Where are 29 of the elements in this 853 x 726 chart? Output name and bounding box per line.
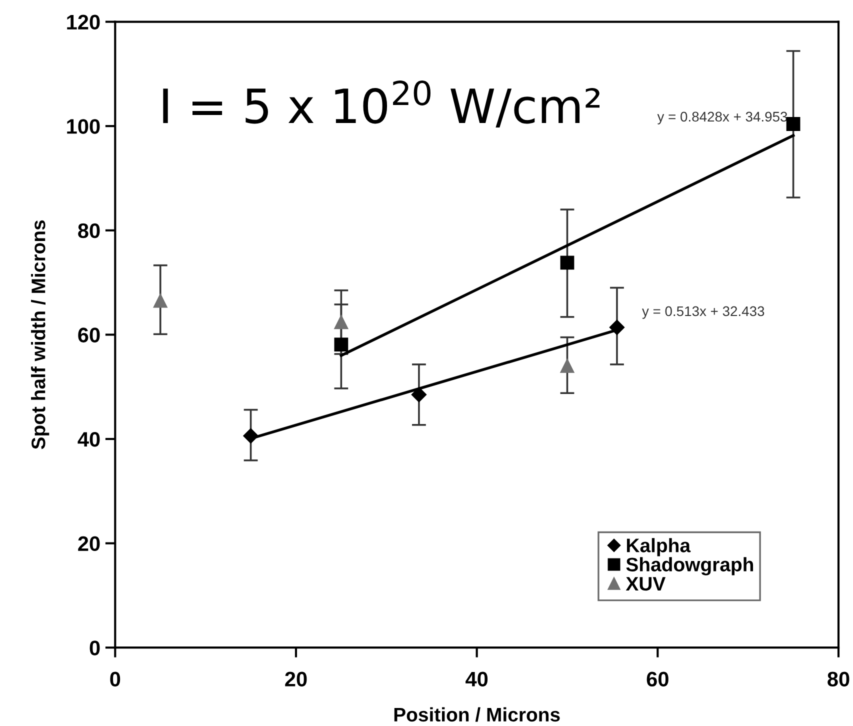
point — [560, 359, 574, 373]
legend-label: XUV — [626, 577, 666, 591]
y-tick-label: 40 — [78, 432, 100, 447]
x-tick-label: 0 — [110, 672, 120, 687]
y-tick-label: 20 — [78, 536, 100, 552]
legend-label: Shadowgraph — [626, 557, 754, 576]
x-tick-label: 20 — [285, 672, 307, 687]
x-tick-label: 80 — [828, 672, 850, 687]
x-axis-title: Position / Microns — [394, 707, 560, 722]
y-tick-label: 80 — [78, 223, 100, 238]
point — [243, 428, 258, 444]
point — [334, 315, 348, 330]
y-tick-label: 60 — [78, 328, 100, 342]
point — [609, 320, 625, 335]
point — [786, 117, 800, 131]
x-tick-label: 40 — [466, 672, 488, 687]
y-tick-label: 100 — [67, 119, 100, 134]
x-tick-label: 60 — [646, 672, 668, 687]
annotation: y = 0.513x + 32.433 — [642, 306, 764, 319]
point — [411, 387, 427, 402]
annotation: y = 0.8428x + 34.953 — [657, 112, 788, 124]
y-tick-label: 0 — [90, 640, 100, 656]
point — [153, 294, 168, 308]
y-axis-title: Spot half width / Microns — [31, 220, 50, 450]
legend-label: Kalpha — [626, 538, 691, 556]
y-tick-label: 120 — [67, 14, 100, 30]
annotation: I = 5 x 10$^{20}$ W/cm² — [163, 80, 600, 128]
point — [334, 338, 348, 352]
point — [560, 256, 574, 270]
